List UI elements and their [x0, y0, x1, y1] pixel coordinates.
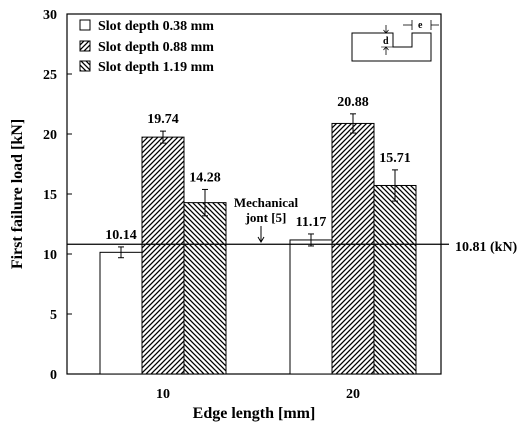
y-tick-label-25: 25	[43, 68, 57, 83]
data-label-10-series-0: 10.14	[105, 228, 137, 243]
legend-swatch-1	[79, 40, 91, 52]
x-tick-label-20: 20	[346, 387, 360, 402]
bar-20-series-1	[331, 122, 375, 375]
inset-d-label: d	[383, 36, 389, 47]
y-tick-label-10: 10	[43, 248, 57, 263]
inset-e-label: e	[418, 20, 423, 31]
bar-10-series-0	[99, 251, 143, 375]
legend-label-2: Slot depth 1.19 mm	[98, 60, 214, 75]
bar-20-series-0	[289, 239, 333, 375]
legend-label-1: Slot depth 0.88 mm	[98, 40, 214, 55]
slot-schematic-inset: d e	[351, 20, 439, 62]
reference-value-label: 10.81 (kN)	[455, 240, 518, 255]
data-label-10-series-2: 14.28	[189, 170, 221, 185]
data-label-20-series-2: 15.71	[379, 151, 411, 166]
y-tick-label-20: 20	[43, 128, 57, 143]
bar-10-series-2	[183, 202, 227, 375]
data-label-20-series-1: 20.88	[337, 95, 369, 110]
bar-10-series-1	[141, 136, 185, 375]
x-tick-label-10: 10	[156, 387, 170, 402]
y-tick-label-15: 15	[43, 188, 57, 203]
data-label-20-series-0: 11.17	[296, 215, 327, 230]
y-tick-label-0: 0	[50, 368, 57, 383]
x-axis-title: Edge length [mm]	[193, 405, 316, 422]
annotation-arrowhead	[257, 236, 265, 243]
y-tick-label-5: 5	[50, 308, 57, 323]
inset-d-arrowhead-top	[383, 29, 389, 34]
legend-label-0: Slot depth 0.38 mm	[98, 19, 214, 34]
annotation-line-1: Mechanical	[234, 195, 299, 210]
data-label-10-series-1: 19.74	[147, 112, 179, 127]
legend: Slot depth 0.38 mm Slot depth 0.88 mm Sl…	[79, 19, 214, 75]
inset-specimen-outline	[351, 32, 432, 62]
y-axis-title: First failure load [kN]	[9, 119, 26, 269]
bar-20-series-2	[373, 184, 417, 375]
y-tick-label-30: 30	[43, 8, 57, 23]
legend-swatch-2	[79, 60, 91, 72]
annotation-line-2: jont [5]	[245, 210, 287, 225]
legend-swatch-0	[79, 19, 91, 31]
